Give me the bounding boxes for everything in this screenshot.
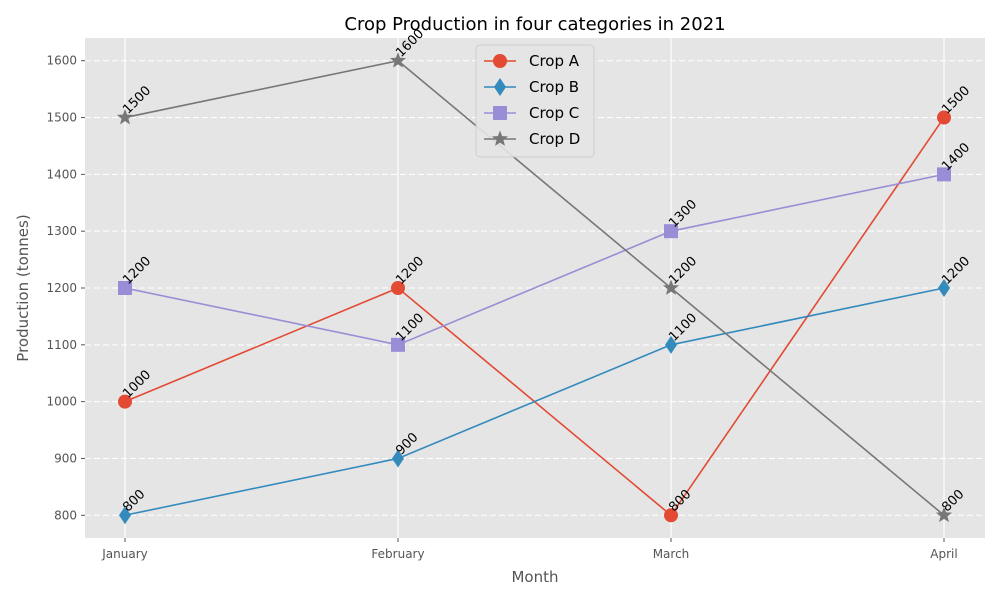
series-markers [116,52,953,525]
y-axis-ticks: 800 900 1000 1100 1200 1300 1400 1500 1600 [46,54,85,522]
y-tick-label: 1500 [46,111,77,125]
data-point-crop-b [392,449,404,468]
y-tick-label: 1300 [46,224,77,238]
x-tick-label: February [371,547,424,561]
data-point-crop-d [389,52,407,68]
data-point-crop-d [935,506,953,523]
series-line-crop-d [124,59,945,516]
data-point-crop-b [665,335,677,354]
legend-marker-crop-b [494,78,506,96]
legend-marker-crop-c [493,106,507,120]
y-tick-label: 1100 [46,338,77,352]
data-point-crop-d [662,279,680,295]
x-tick-label: April [930,547,957,561]
x-axis-label: Month [511,568,558,586]
data-point-crop-c [664,224,678,239]
series-line-crop-c [124,173,945,346]
data-point-crop-c [937,167,951,182]
y-tick-label: 900 [54,451,77,465]
data-point-crop-a [937,110,951,125]
legend-label-crop-c: Crop C [529,104,579,122]
legend: Crop A Crop B Crop C Crop D [475,44,595,158]
legend-label-crop-a: Crop A [529,52,580,70]
data-point-crop-a [664,508,678,523]
data-point-crop-c [118,281,132,295]
y-axis-label: Production (tonnes) [14,214,32,361]
series-line-crop-b [124,287,945,517]
chart-title: Crop Production in four categories in 20… [344,14,725,35]
y-tick-label: 1200 [46,281,77,295]
data-point-crop-b [119,506,131,525]
data-point-crop-a [118,394,132,409]
x-tick-label: January [101,547,148,561]
x-axis-ticks: January February March April [101,538,958,561]
legend-box [475,44,595,158]
legend-label-crop-d: Crop D [529,130,580,148]
y-tick-label: 1000 [46,395,77,409]
y-tick-label: 800 [54,508,77,522]
legend-marker-crop-d [491,130,509,146]
legend-marker-crop-a [493,54,507,68]
y-tick-label: 1600 [46,54,77,68]
x-tick-label: March [653,547,690,561]
legend-label-crop-b: Crop B [529,78,579,96]
series-lines [124,59,945,517]
data-point-crop-a [391,281,405,295]
data-point-crop-c [391,337,405,352]
data-point-crop-b [938,279,950,297]
y-tick-label: 1400 [46,167,77,181]
data-point-crop-d [116,109,134,125]
